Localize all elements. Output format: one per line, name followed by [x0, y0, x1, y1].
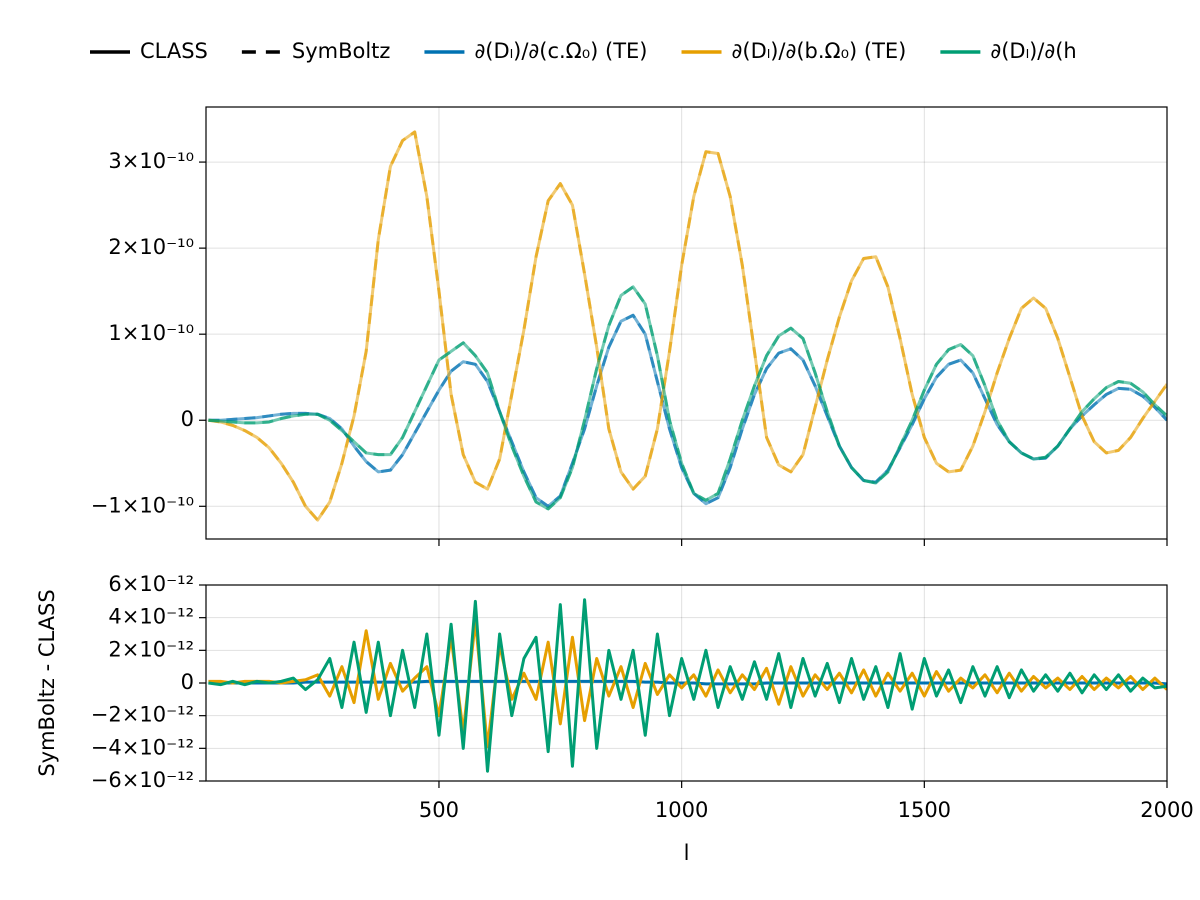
x-tick-label: 1500 — [898, 798, 951, 822]
y-tick-label: 3×10⁻¹⁰ — [108, 149, 194, 173]
legend-label: CLASS — [140, 39, 208, 63]
y-tick-label: 0 — [181, 670, 194, 694]
plot-panel: −1×10⁻¹⁰ 0 1×10⁻¹⁰ 2×10⁻¹⁰ 3×10⁻¹⁰ — [91, 106, 1168, 546]
data-line — [208, 285, 1167, 511]
y-tick-label: 2×10⁻¹² — [108, 637, 194, 661]
y-axis-label: SymBoltz - CLASS — [35, 589, 59, 776]
x-tick-label: 2000 — [1140, 798, 1193, 822]
legend-label: ∂(Dₗ)/∂(c.Ω₀) (TE) — [474, 39, 647, 63]
y-tick-label: −6×10⁻¹² — [91, 768, 194, 792]
plot-panel: 500 1000 1500 2000 −6×10⁻¹² −4×10⁻¹² −2×10⁻¹² 0… — [35, 572, 1194, 865]
legend-label: ∂(Dₗ)/∂(h — [990, 39, 1076, 63]
x-tick-label: 1000 — [655, 798, 708, 822]
y-tick-label: 0 — [181, 407, 194, 431]
y-tick-label: −2×10⁻¹² — [91, 703, 194, 727]
y-tick-label: −1×10⁻¹⁰ — [91, 493, 194, 517]
series-group — [208, 598, 1167, 773]
series-group — [208, 130, 1167, 522]
data-line — [208, 598, 1167, 773]
y-tick-label: 4×10⁻¹² — [108, 605, 194, 629]
y-tick-label: 6×10⁻¹² — [108, 572, 194, 596]
y-tick-label: 2×10⁻¹⁰ — [108, 235, 194, 259]
data-line — [208, 130, 1167, 522]
plot-frame — [205, 584, 1168, 782]
x-axis-label: l — [684, 841, 690, 865]
x-tick-label: 500 — [419, 798, 459, 822]
y-tick-label: 1×10⁻¹⁰ — [108, 321, 194, 345]
y-tick-label: −4×10⁻¹² — [91, 735, 194, 759]
legend-label: ∂(Dₗ)/∂(b.Ω₀) (TE) — [732, 39, 907, 63]
plot-frame — [205, 106, 1168, 540]
legend-label: SymBoltz — [292, 39, 391, 63]
legend: CLASS SymBoltz ∂(Dₗ)/∂(c.Ω₀) (TE) ∂(Dₗ)/∂(b… — [90, 39, 1077, 63]
